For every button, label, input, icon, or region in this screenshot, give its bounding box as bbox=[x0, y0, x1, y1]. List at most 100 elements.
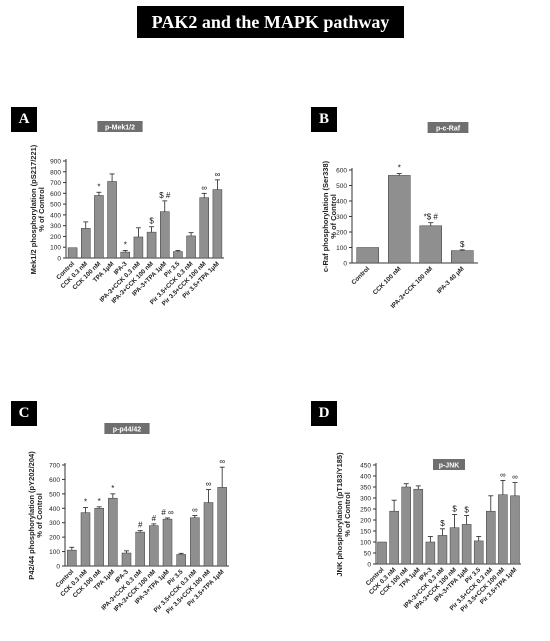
panel-a-bar bbox=[81, 228, 91, 259]
panel-b-y-axis-label: c-Raf phosphorylation (Ser338) bbox=[321, 160, 330, 272]
panel-c-significance-label: # bbox=[138, 521, 143, 530]
panel-a-bar bbox=[94, 195, 104, 259]
panel-a-y-tick-label: 700 bbox=[50, 180, 61, 187]
panel-b-tag: p-c-Raf bbox=[436, 126, 461, 133]
page-title: PAK2 and the MAPK pathway bbox=[137, 6, 404, 38]
panel-a-y-tick-label: 900 bbox=[50, 159, 61, 166]
panel-b-y-axis-label: % of Control bbox=[329, 194, 338, 239]
panel-b-label: B bbox=[311, 107, 337, 132]
panel-a-y-tick-label: 300 bbox=[50, 223, 61, 230]
panel-a-y-tick-label: 800 bbox=[50, 169, 61, 176]
panel-c-bar bbox=[80, 512, 91, 567]
panel-a-y-tick-label: 600 bbox=[50, 191, 61, 198]
panel-d-y-tick-label: 250 bbox=[360, 507, 371, 514]
panel-c-significance-label: # ∞ bbox=[161, 508, 174, 517]
panel-a-bar bbox=[199, 197, 209, 259]
panel-c-y-axis-label: % of Control bbox=[35, 493, 44, 538]
panel-b-bar bbox=[419, 225, 442, 264]
panel-d-bar bbox=[510, 495, 520, 565]
panel-c-significance-label: * bbox=[98, 497, 101, 506]
panel-c-tag-box bbox=[104, 423, 150, 434]
panel-c-bar bbox=[162, 518, 173, 567]
panel-a-bar bbox=[186, 235, 196, 259]
panel-d-bar bbox=[413, 488, 424, 565]
panel-d-y-tick-label: 200 bbox=[360, 518, 371, 525]
panel-a-tag: p-Mek1/2 bbox=[105, 125, 135, 132]
panel-a-significance-label: * bbox=[124, 240, 127, 249]
panel-d-significance-label: $ bbox=[452, 505, 457, 514]
panel-c-y-tick-label: 300 bbox=[49, 520, 60, 527]
panel-d-bar bbox=[377, 541, 387, 565]
panel-c-y-tick-label: 500 bbox=[49, 491, 60, 498]
panel-a-y-tick-label: 200 bbox=[50, 234, 61, 241]
panel-b-y-tick-label: 0 bbox=[343, 261, 347, 268]
panel-c-bar bbox=[135, 531, 145, 567]
panel-b-y-tick-label: 300 bbox=[336, 214, 347, 221]
panel-d-y-tick-label: 350 bbox=[360, 485, 371, 492]
panel-c-significance-label: ∞ bbox=[219, 457, 225, 466]
panel-c-significance-label: * bbox=[111, 484, 114, 493]
panel-a-bar bbox=[67, 247, 78, 259]
panel-b-category-label: CCK 100 nM bbox=[372, 265, 403, 296]
panel-d-tag: p-JNK bbox=[439, 463, 460, 470]
panel-a-y-tick-label: 400 bbox=[50, 212, 61, 219]
panel-b-significance-label: $ bbox=[460, 240, 465, 249]
panel-d-significance-label: ∞ bbox=[512, 473, 518, 482]
panel-d-y-axis-label: % of Control bbox=[343, 492, 352, 537]
panel-d-significance-label: $ bbox=[464, 506, 469, 515]
panel-a-bar bbox=[107, 181, 117, 259]
panel-c-y-tick-label: 600 bbox=[49, 477, 60, 484]
panel-b-y-tick-label: 600 bbox=[336, 168, 347, 175]
panel-d-bar bbox=[389, 510, 399, 565]
panel-c-label: C bbox=[11, 401, 37, 426]
panel-b-bar bbox=[451, 250, 474, 264]
panel-a-significance-label: * bbox=[97, 182, 100, 191]
panel-d-bar bbox=[449, 527, 460, 565]
panel-b-bar bbox=[356, 247, 379, 264]
panel-a-y-tick-label: 0 bbox=[57, 256, 61, 263]
panel-d-y-tick-label: 50 bbox=[364, 551, 372, 558]
panel-c-tag: p-p44/42 bbox=[113, 427, 142, 434]
panel-c-bar bbox=[149, 525, 159, 567]
panel-a-bar bbox=[133, 236, 144, 259]
panel-c-bar bbox=[94, 508, 104, 567]
panel-c-bar bbox=[108, 497, 118, 567]
panel-b-significance-label: * bbox=[398, 164, 401, 173]
panel-d-label: D bbox=[311, 401, 337, 426]
panel-c-bar bbox=[203, 502, 214, 567]
panel-a-significance-label: ∞ bbox=[201, 183, 207, 192]
panel-d-significance-label: ∞ bbox=[500, 470, 506, 479]
panel-d-bar bbox=[461, 524, 472, 565]
panel-b-category-label: Control bbox=[350, 265, 371, 286]
panel-c-significance-label: ∞ bbox=[206, 480, 212, 489]
panel-d-bar bbox=[401, 486, 411, 565]
panel-c-y-axis-label: P42/44 phosphorylation (pY202/204) bbox=[27, 451, 36, 580]
panel-c-y-tick-label: 400 bbox=[49, 506, 60, 513]
panel-a-y-tick-label: 100 bbox=[50, 245, 61, 252]
panel-a-bar bbox=[160, 211, 170, 259]
panel-a-y-tick-label: 500 bbox=[50, 202, 61, 209]
panel-c-y-tick-label: 200 bbox=[49, 535, 60, 542]
panel-a-bar bbox=[146, 231, 157, 259]
panel-a-label: A bbox=[11, 107, 37, 132]
panel-d-y-tick-label: 150 bbox=[360, 529, 371, 536]
panel-d-tag-box bbox=[433, 459, 465, 470]
panel-d-bar bbox=[486, 510, 496, 565]
panel-c-bar bbox=[190, 517, 200, 567]
panel-c-significance-label: * bbox=[84, 498, 87, 507]
panel-a-significance-label: $ # bbox=[159, 191, 171, 200]
panel-a-tag-box bbox=[97, 121, 143, 132]
panel-c-bar bbox=[121, 552, 132, 567]
panel-c-y-tick-label: 0 bbox=[56, 564, 60, 571]
panel-d-bar bbox=[473, 540, 484, 565]
panel-b-category-label: IPA-3 40 μM bbox=[436, 265, 466, 295]
panel-d-y-tick-label: 450 bbox=[360, 463, 371, 470]
panel-d-bar bbox=[498, 494, 508, 565]
panel-a-significance-label: ∞ bbox=[215, 170, 221, 179]
panel-d-y-tick-label: 300 bbox=[360, 496, 371, 503]
panel-b-y-tick-label: 100 bbox=[336, 245, 347, 252]
panel-c-bar bbox=[217, 487, 227, 567]
panel-c-y-tick-label: 100 bbox=[49, 549, 60, 556]
panel-a-bar bbox=[120, 251, 130, 259]
